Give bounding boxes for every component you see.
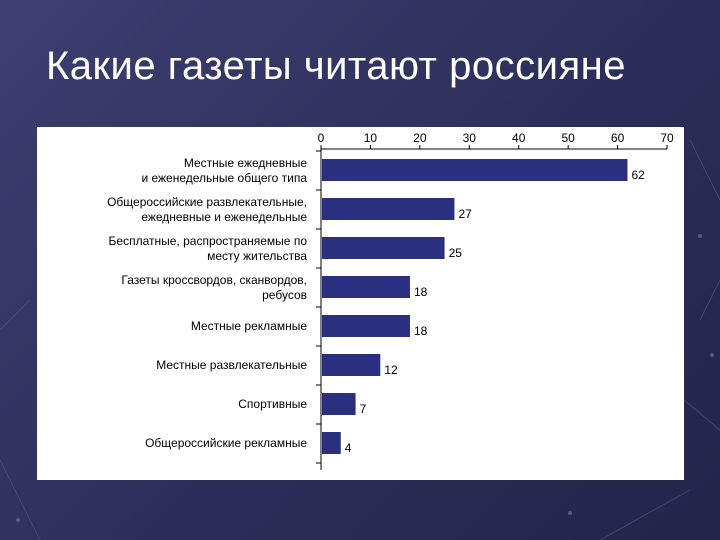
data-label: 4 xyxy=(345,441,352,455)
category-label: Бесплатные, распространяемые по xyxy=(109,234,308,248)
category-label: Общероссийские рекламные xyxy=(145,436,307,450)
category-label: ежедневные и еженедельные xyxy=(141,210,307,224)
category-label: Местные рекламные xyxy=(191,319,307,333)
category-label: ребусов xyxy=(262,288,307,302)
category-label: и еженедельные общего типа xyxy=(141,171,307,185)
x-tick-label: 50 xyxy=(561,131,575,145)
bar xyxy=(322,276,410,298)
bar xyxy=(322,159,628,181)
category-label: Спортивные xyxy=(238,397,307,411)
data-label: 62 xyxy=(631,168,645,182)
category-label: Газеты кроссвордов, сканвордов, xyxy=(121,273,307,287)
bar xyxy=(322,198,455,220)
category-label: Местные ежедневные xyxy=(184,156,307,170)
bar xyxy=(322,354,381,376)
x-tick-label: 40 xyxy=(512,131,526,145)
bar xyxy=(322,315,410,337)
x-tick-label: 30 xyxy=(463,131,477,145)
chart-panel: 0 10 20 30 40 50 60 70 62 Местные ежедневные и еже… xyxy=(37,127,684,480)
category-label: Местные развлекательные xyxy=(156,358,307,372)
category-label: Общероссийские развлекательные, xyxy=(107,195,307,209)
x-tick-label: 70 xyxy=(660,131,674,145)
data-label: 18 xyxy=(414,324,428,338)
slide-title: Какие газеты читают россияне xyxy=(46,44,626,88)
x-tick-label: 60 xyxy=(611,131,625,145)
data-label: 12 xyxy=(384,363,398,377)
bar xyxy=(322,393,356,415)
x-tick-label: 10 xyxy=(364,131,378,145)
category-label: месту жительства xyxy=(207,249,307,263)
data-label: 7 xyxy=(360,402,367,416)
data-label: 18 xyxy=(414,285,428,299)
x-tick-label: 0 xyxy=(318,131,325,145)
data-label: 25 xyxy=(449,246,463,260)
data-label: 27 xyxy=(458,207,472,221)
bar xyxy=(322,237,445,259)
bar xyxy=(322,432,341,454)
x-tick-label: 20 xyxy=(413,131,427,145)
